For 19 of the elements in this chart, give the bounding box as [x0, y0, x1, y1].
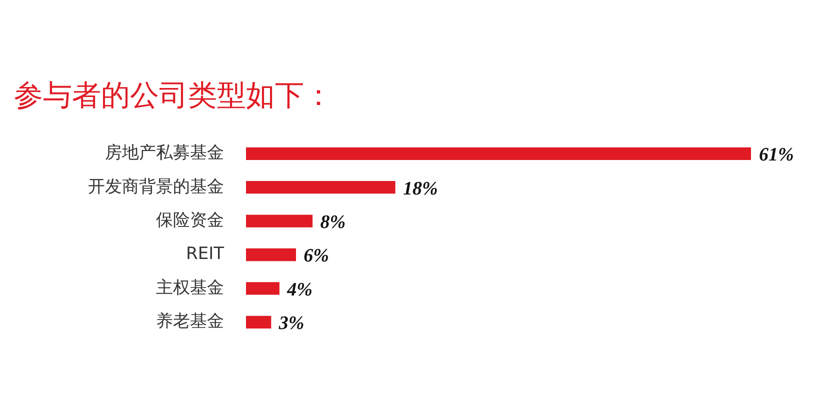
bar — [246, 248, 296, 262]
y-tick-label: 主权基金 — [156, 278, 224, 298]
data-label: 61% — [759, 144, 794, 166]
bar — [246, 147, 751, 160]
bar — [246, 181, 396, 194]
y-tick-label: REIT — [186, 244, 225, 264]
data-label: 4% — [286, 279, 312, 300]
bar — [246, 316, 272, 328]
y-tick-label: 保险资金 — [156, 210, 224, 230]
data-label: 18% — [403, 178, 438, 200]
bar — [246, 214, 313, 228]
data-label: 3% — [278, 313, 304, 334]
data-label: 6% — [304, 246, 329, 267]
y-tick-label: 房地产私募基金 — [105, 143, 224, 164]
y-tick-label: 开发商背景的基金 — [88, 176, 224, 197]
data-label: 8% — [320, 212, 346, 233]
chart-title: 参与者的公司类型如下： — [14, 78, 333, 112]
y-tick-label: 养老基金 — [156, 312, 224, 332]
bar — [246, 282, 280, 295]
